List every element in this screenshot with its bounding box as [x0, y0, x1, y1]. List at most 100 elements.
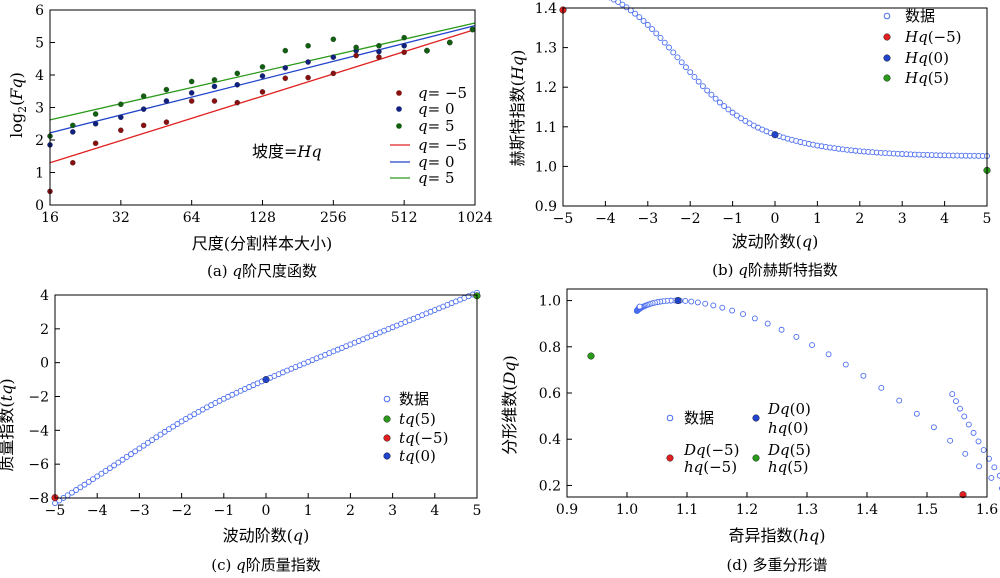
data-point: [234, 82, 241, 88]
y-tick-label: 1.0: [535, 159, 557, 175]
data-point: [401, 34, 407, 41]
data-point: [132, 448, 139, 455]
data-point: [118, 114, 124, 121]
x-tick-label: 0: [262, 503, 271, 519]
legend-label-hq-5: hq(5): [768, 458, 809, 476]
data-point: [957, 405, 963, 412]
data-point: [688, 298, 695, 305]
x-tick-label: 1.0: [616, 502, 638, 518]
data-point: [878, 384, 885, 391]
panel-a-frame: [49, 9, 476, 206]
data-point: [85, 478, 92, 485]
legend-marker-tq-0: [383, 452, 391, 460]
data-point: [619, 1, 626, 8]
panel-c-xlabel: 波动阶数(q): [223, 526, 310, 545]
data-point: [140, 106, 147, 112]
data-point: [632, 10, 639, 17]
legend-marker-q-5: [396, 123, 402, 129]
data-point: [259, 64, 266, 70]
data-point: [682, 298, 689, 304]
data-point: [825, 351, 832, 358]
data-point: [128, 451, 134, 458]
y-tick-label: 0.9: [535, 199, 557, 215]
x-tick-label: 1.2: [736, 502, 758, 518]
x-tick-label: 3: [898, 211, 907, 227]
legend-label-tq-5: tq(5): [399, 410, 436, 428]
data-point: [305, 59, 311, 65]
y-tick-label: 0.2: [539, 478, 561, 494]
data-point: [809, 342, 816, 349]
legend-marker-dq-neg5: [666, 454, 674, 462]
data-point: [695, 78, 702, 85]
legend-label-tq-neg5: tq(−5): [399, 429, 448, 447]
data-point: [234, 99, 241, 106]
data-point: [742, 117, 749, 124]
data-point: [778, 326, 785, 333]
y-tick-label: 1.2: [535, 80, 557, 96]
legend-label-dq-5: Dq(5): [767, 441, 811, 459]
data-point: [694, 299, 701, 306]
data-point: [991, 464, 998, 471]
data-point: [719, 304, 726, 311]
data-point: [149, 437, 156, 444]
data-point: [988, 474, 995, 481]
panel-c-ylabel: 质量指数(tq): [0, 378, 16, 471]
highlight-point: [959, 491, 967, 499]
y-tick-label: 2: [35, 133, 44, 149]
data-point: [691, 73, 698, 80]
data-point: [188, 78, 195, 85]
y-tick-label: 0: [40, 356, 49, 372]
data-point: [211, 98, 218, 104]
data-point: [70, 122, 76, 129]
y-tick-label: 4: [35, 68, 44, 84]
panel-d-ticks: 0.9 1.0 1.1 1.2 1.3 1.4 1.5 1.6 0.2 0.4 0.6 0.8 1.0: [539, 294, 998, 518]
highlight-point: [674, 297, 682, 305]
data-point: [111, 462, 118, 469]
data-point: [947, 437, 954, 444]
data-point: [90, 476, 96, 483]
legend-label-data: 数据: [684, 409, 714, 427]
data-point: [81, 481, 88, 488]
data-point: [70, 129, 76, 135]
data-point: [234, 70, 241, 77]
data-point: [712, 95, 719, 102]
data-point: [670, 49, 677, 56]
data-point: [764, 320, 771, 327]
data-point: [447, 39, 453, 46]
data-point: [73, 487, 80, 493]
panel-a-xlabel: 尺度(分割样本大小): [192, 234, 333, 253]
panel-c-legend: 数据 tq(5) tq(−5) tq(0): [383, 390, 448, 465]
panel-a-marks: [47, 22, 476, 195]
data-point: [330, 70, 337, 77]
x-tick-label: −3: [129, 503, 150, 519]
data-point: [683, 64, 689, 71]
legend-label-hq-0: Hq(0): [904, 49, 949, 67]
legend-label-hq-neg5: Hq(−5): [904, 28, 962, 46]
data-point: [115, 459, 122, 466]
panel-c-ticks: −5 −4 −3 −2 −1 0 1 2 3 4 5 −8 −6 −4 −2 0 2 4: [28, 288, 481, 519]
data-point: [666, 44, 672, 51]
y-tick-label: 0.6: [539, 386, 561, 402]
fit-line: [49, 24, 476, 134]
legend-label-data: 数据: [905, 7, 935, 25]
y-tick-label: 1: [35, 166, 44, 182]
data-point: [102, 467, 109, 474]
panel-b-ticks: −5 −4 −3 −2 −1 0 1 2 3 4 5 0.9 1.0 1.1 1.2 1.3 1.4: [535, 1, 992, 227]
x-tick-label: 0.9: [556, 502, 578, 518]
panel-b-xlabel: 波动阶数(q): [732, 232, 819, 251]
x-tick-label: −4: [595, 211, 616, 227]
x-tick-label: 256: [320, 210, 347, 226]
legend-label-scatter-q-5: q= 5: [418, 117, 455, 135]
panel-a: 16 32 64 128 256 512 1024 0 1 2 3 4 5 6 尺度(分割样本大小) lo…: [7, 3, 493, 280]
data-point: [353, 44, 359, 51]
data-point: [376, 54, 382, 60]
data-point: [644, 21, 651, 28]
x-tick-label: −5: [45, 503, 66, 519]
data-point: [716, 99, 723, 106]
panel-d-marks: [587, 297, 1000, 499]
x-tick-label: 4: [940, 211, 949, 227]
data-point: [174, 421, 181, 427]
panel-c-caption: (c) q阶质量指数: [211, 556, 321, 574]
legend-label-hq-neg5: hq(−5): [684, 458, 737, 476]
panel-d-xlabel: 奇异指数(hq): [728, 526, 825, 545]
